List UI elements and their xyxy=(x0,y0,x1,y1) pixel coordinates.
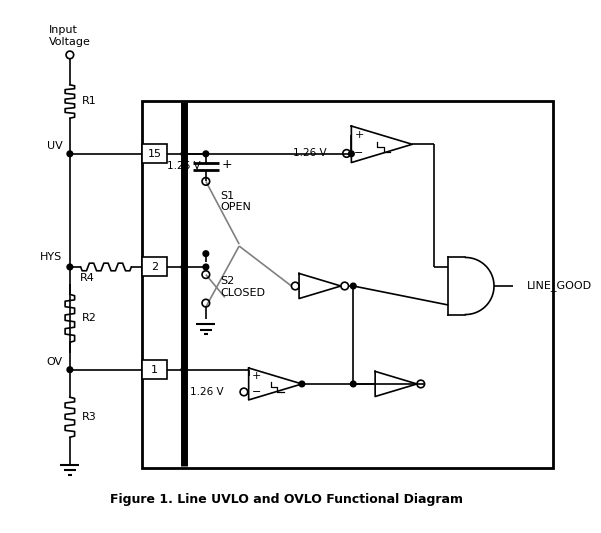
Text: 1.26 V: 1.26 V xyxy=(293,148,326,158)
Text: Input: Input xyxy=(49,25,78,35)
Circle shape xyxy=(203,264,209,270)
Circle shape xyxy=(67,151,73,157)
Bar xyxy=(142,144,167,163)
Text: 1.26 V: 1.26 V xyxy=(191,387,224,397)
Text: Voltage: Voltage xyxy=(49,37,91,46)
Text: OPEN: OPEN xyxy=(220,202,251,212)
Bar xyxy=(142,257,167,277)
Text: +: + xyxy=(252,371,261,381)
Circle shape xyxy=(181,264,187,270)
Text: R4: R4 xyxy=(79,273,94,284)
Text: 2: 2 xyxy=(151,262,158,272)
Text: UV: UV xyxy=(46,141,63,151)
Text: R2: R2 xyxy=(82,313,97,324)
Text: +: + xyxy=(222,158,233,171)
Circle shape xyxy=(203,251,209,256)
Text: CLOSED: CLOSED xyxy=(220,288,265,297)
Text: S1: S1 xyxy=(220,191,234,200)
Text: −: − xyxy=(252,387,261,397)
Text: R1: R1 xyxy=(82,96,97,107)
Text: Figure 1. Line UVLO and OVLO Functional Diagram: Figure 1. Line UVLO and OVLO Functional … xyxy=(110,494,463,506)
Circle shape xyxy=(349,151,354,157)
Text: −: − xyxy=(354,148,364,158)
Text: 15: 15 xyxy=(147,149,162,159)
Text: S2: S2 xyxy=(220,276,234,286)
Circle shape xyxy=(181,151,187,157)
Circle shape xyxy=(181,367,187,373)
Text: HYS: HYS xyxy=(40,253,63,262)
Circle shape xyxy=(350,381,356,387)
Text: 1: 1 xyxy=(151,365,158,375)
Bar xyxy=(142,360,167,379)
Text: OV: OV xyxy=(46,357,63,367)
Bar xyxy=(142,101,553,467)
Circle shape xyxy=(299,381,305,387)
Text: +: + xyxy=(354,130,364,140)
Circle shape xyxy=(350,283,356,289)
Circle shape xyxy=(203,151,209,157)
Text: R3: R3 xyxy=(82,412,97,422)
Text: LINE_GOOD: LINE_GOOD xyxy=(527,280,593,292)
Text: 1.26 V: 1.26 V xyxy=(168,161,201,171)
Circle shape xyxy=(67,367,73,373)
Circle shape xyxy=(67,264,73,270)
